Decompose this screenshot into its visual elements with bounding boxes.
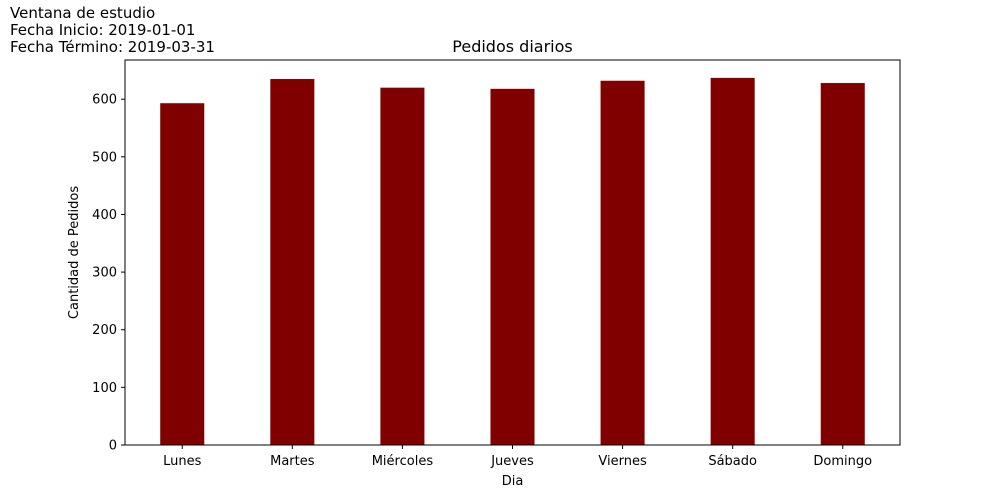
y-tick-label: 100 — [92, 381, 117, 396]
bar — [490, 88, 535, 445]
bar — [160, 103, 205, 446]
y-tick-label: 300 — [92, 266, 117, 281]
axes-frame — [124, 59, 901, 446]
x-tick-label: Sábado — [708, 454, 757, 469]
bar — [600, 80, 645, 445]
annotation-line-study-window: Ventana de estudio — [10, 4, 156, 22]
y-tick-label: 600 — [92, 93, 117, 108]
plot-area: Lunes Martes Miércoles Jueves Viernes Sábado D… — [92, 77, 872, 469]
x-tick-label: Martes — [270, 454, 315, 469]
annotation-line-start-date: Fecha Inicio: 2019-01-01 — [10, 21, 196, 39]
annotation-line-end-date: Fecha Término: 2019-03-31 — [10, 38, 215, 56]
y-tick-label: 0 — [109, 439, 117, 454]
bar — [820, 83, 865, 445]
x-tick-label: Lunes — [163, 454, 201, 469]
chart-title: Pedidos diarios — [452, 37, 572, 56]
study-window-annotation: Ventana de estudio Fecha Inicio: 2019-01… — [10, 5, 215, 56]
bar — [710, 77, 755, 446]
y-tick-label: 400 — [92, 208, 117, 223]
x-tick-label: Jueves — [490, 454, 534, 469]
y-axis-label: Cantidad de Pedidos — [67, 186, 82, 319]
bar — [270, 79, 315, 445]
x-tick-label: Viernes — [598, 454, 647, 469]
y-tick-label: 500 — [92, 150, 117, 165]
x-axis-label: Dia — [502, 474, 524, 489]
x-tick-label: Miércoles — [372, 454, 434, 469]
x-tick-label: Domingo — [813, 454, 872, 469]
y-tick-label: 200 — [92, 323, 117, 338]
bar — [380, 87, 425, 445]
